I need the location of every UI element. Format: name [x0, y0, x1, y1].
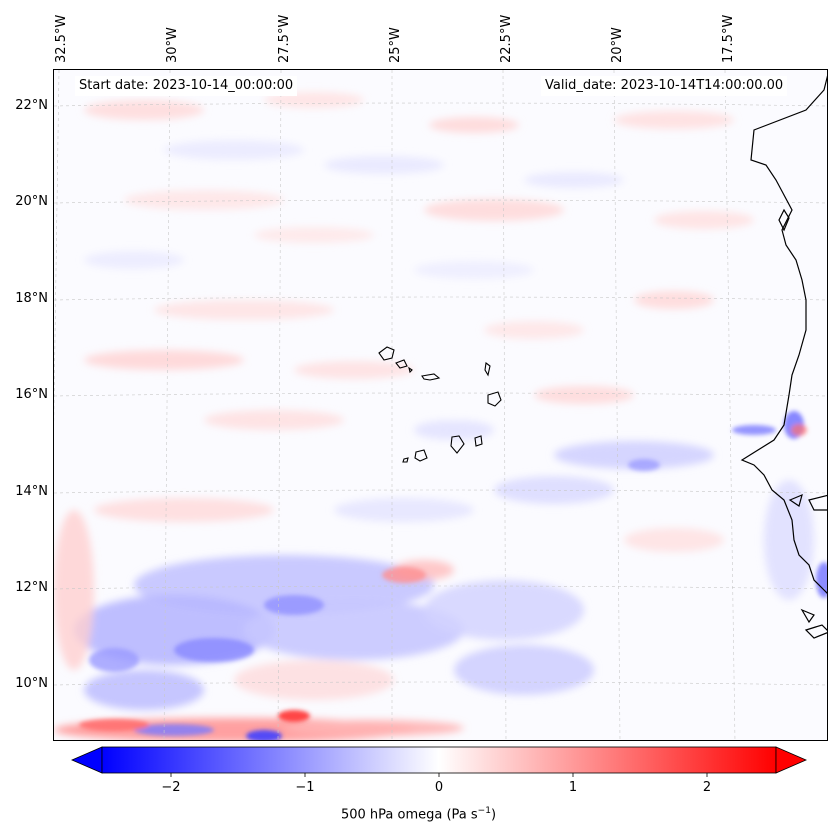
colorbar-low-extend [70, 746, 103, 774]
map-canvas [54, 70, 827, 740]
lon-label-25w: 25°W [388, 27, 403, 63]
island-santo-antao [378, 346, 395, 361]
lon-label-32-5w: 32.5°W [54, 14, 69, 63]
island-fogo [414, 449, 428, 462]
lon-label-17-5w: 17.5°W [721, 14, 736, 63]
omega-map[interactable] [53, 69, 828, 741]
lat-label-18n: 18°N [15, 291, 48, 306]
lat-label-12n: 12°N [15, 580, 48, 595]
start-date: Start date: 2023-10-14_00:00:00 [75, 76, 298, 96]
colorbar-tick-2: 2 [702, 780, 712, 795]
lat-label-10n: 10°N [15, 676, 48, 691]
island-brava [402, 457, 409, 463]
lon-label-20w: 20°W [610, 27, 625, 63]
colorbar-label: 500 hPa omega (Pa s−1) [0, 806, 837, 822]
island-maio [474, 435, 483, 447]
island-sao-nicolau [421, 373, 441, 381]
colorbar-gradient [101, 746, 777, 774]
island-santiago [450, 435, 465, 454]
valid-date: Valid_date: 2023-10-14T14:00:00.00 [541, 76, 788, 96]
omega-field [54, 92, 814, 740]
colorbar-units-exponent: −1 [477, 806, 491, 816]
lat-label-14n: 14°N [15, 484, 48, 499]
colorbar-tick-1: 1 [568, 780, 578, 795]
lat-label-20n: 20°N [15, 194, 48, 209]
islands [378, 346, 502, 463]
colorbar-variable: 500 hPa omega [340, 807, 443, 823]
lon-label-22-5w: 22.5°W [499, 14, 514, 63]
colorbar-tick-neg1: −1 [295, 780, 315, 795]
colorbar-high-extend [775, 746, 808, 774]
island-sal [484, 362, 491, 377]
lon-label-27-5w: 27.5°W [277, 14, 292, 63]
lat-label-22n: 22°N [15, 98, 48, 113]
colorbar-tick-0: 0 [434, 780, 444, 795]
graticule [54, 70, 827, 740]
lat-label-16n: 16°N [15, 387, 48, 402]
island-boa-vista [487, 391, 502, 407]
coastline [740, 75, 827, 639]
colorbar-units-close: ) [490, 807, 497, 823]
colorbar-units: (Pa s [446, 807, 478, 823]
colorbar [70, 746, 808, 777]
colorbar-tick-neg2: −2 [161, 780, 181, 795]
island-sao-vicente [395, 359, 408, 369]
lon-label-30w: 30°W [165, 27, 180, 63]
